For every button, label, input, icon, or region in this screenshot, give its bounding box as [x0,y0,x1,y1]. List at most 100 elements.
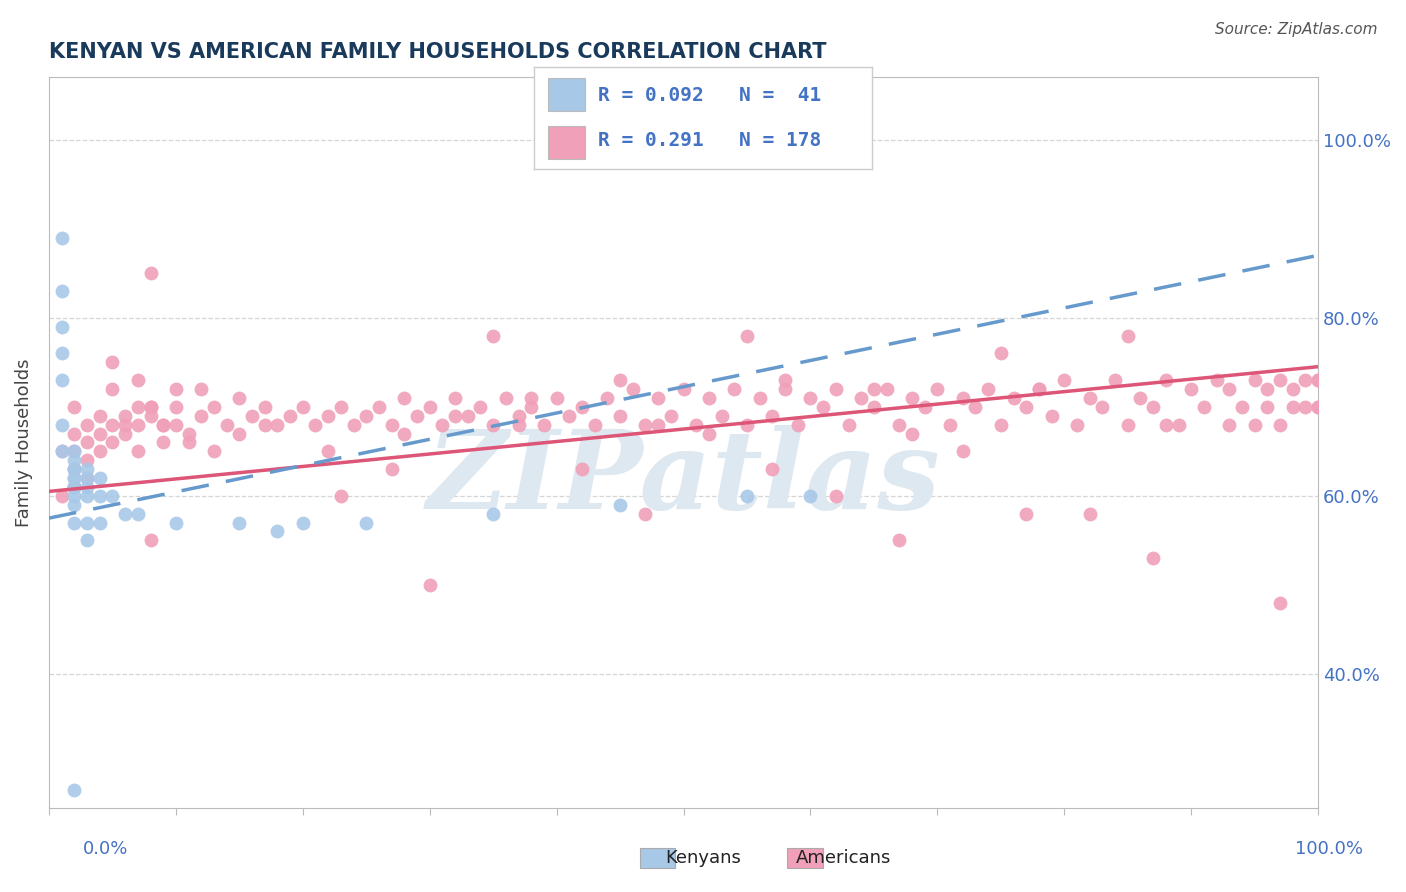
Point [1154,373,1177,387]
Point [432,417,454,432]
Point [571,462,593,476]
Point [101,355,124,369]
Y-axis label: Family Households: Family Households [15,359,32,526]
Point [1154,417,1177,432]
Point [1104,373,1126,387]
Point [101,382,124,396]
Point [381,462,404,476]
Point [508,417,530,432]
Point [114,507,136,521]
Point [127,444,149,458]
Point [659,409,682,423]
Point [63,489,86,503]
Point [253,400,276,414]
Point [419,400,441,414]
Point [152,435,174,450]
Point [215,417,238,432]
Point [89,489,111,503]
Point [1040,409,1063,423]
Point [63,426,86,441]
Point [419,578,441,592]
Point [596,391,619,405]
Point [863,382,886,396]
Point [76,453,98,467]
Point [851,391,873,405]
Point [697,391,720,405]
Point [1028,382,1050,396]
Point [838,417,860,432]
Point [685,417,707,432]
Point [1091,400,1114,414]
Point [889,417,911,432]
Point [394,391,416,405]
Point [253,417,276,432]
Point [482,507,505,521]
Point [63,462,86,476]
Point [76,417,98,432]
Point [1078,507,1101,521]
Point [1308,373,1330,387]
Point [278,409,301,423]
Point [735,489,758,503]
Point [240,409,263,423]
Point [291,516,314,530]
Point [89,444,111,458]
Point [1294,373,1316,387]
Point [1308,400,1330,414]
Point [101,417,124,432]
Point [1308,373,1330,387]
Point [1028,382,1050,396]
Point [368,400,391,414]
Point [647,391,669,405]
Point [609,373,631,387]
Text: R = 0.291   N = 178: R = 0.291 N = 178 [599,131,821,150]
Point [1015,400,1038,414]
Point [63,444,86,458]
Point [634,507,657,521]
Point [1180,382,1202,396]
Point [723,382,745,396]
Point [127,373,149,387]
Point [1192,400,1215,414]
Point [266,524,288,539]
Point [647,417,669,432]
Point [165,382,187,396]
Point [634,417,657,432]
Text: 0.0%: 0.0% [83,840,128,858]
Point [863,400,886,414]
Point [51,319,73,334]
Point [1230,400,1253,414]
Point [824,382,846,396]
Point [51,373,73,387]
Point [89,409,111,423]
Point [63,462,86,476]
Point [1268,373,1291,387]
Point [1078,391,1101,405]
Point [127,417,149,432]
Point [761,462,783,476]
Bar [548,78,585,111]
Point [228,391,250,405]
Point [1167,417,1189,432]
Point [394,426,416,441]
Point [470,400,492,414]
Point [76,435,98,450]
Point [190,409,212,423]
Point [51,444,73,458]
Point [76,480,98,494]
Point [1142,551,1164,566]
Point [965,400,987,414]
Point [114,426,136,441]
Point [63,480,86,494]
Point [228,516,250,530]
Point [558,409,581,423]
Point [1053,373,1076,387]
Point [342,417,364,432]
Point [697,426,720,441]
Point [190,382,212,396]
Point [304,417,326,432]
Point [1268,417,1291,432]
Text: KENYAN VS AMERICAN FAMILY HOUSEHOLDS CORRELATION CHART: KENYAN VS AMERICAN FAMILY HOUSEHOLDS COR… [49,42,827,62]
Point [89,471,111,485]
Point [316,409,339,423]
